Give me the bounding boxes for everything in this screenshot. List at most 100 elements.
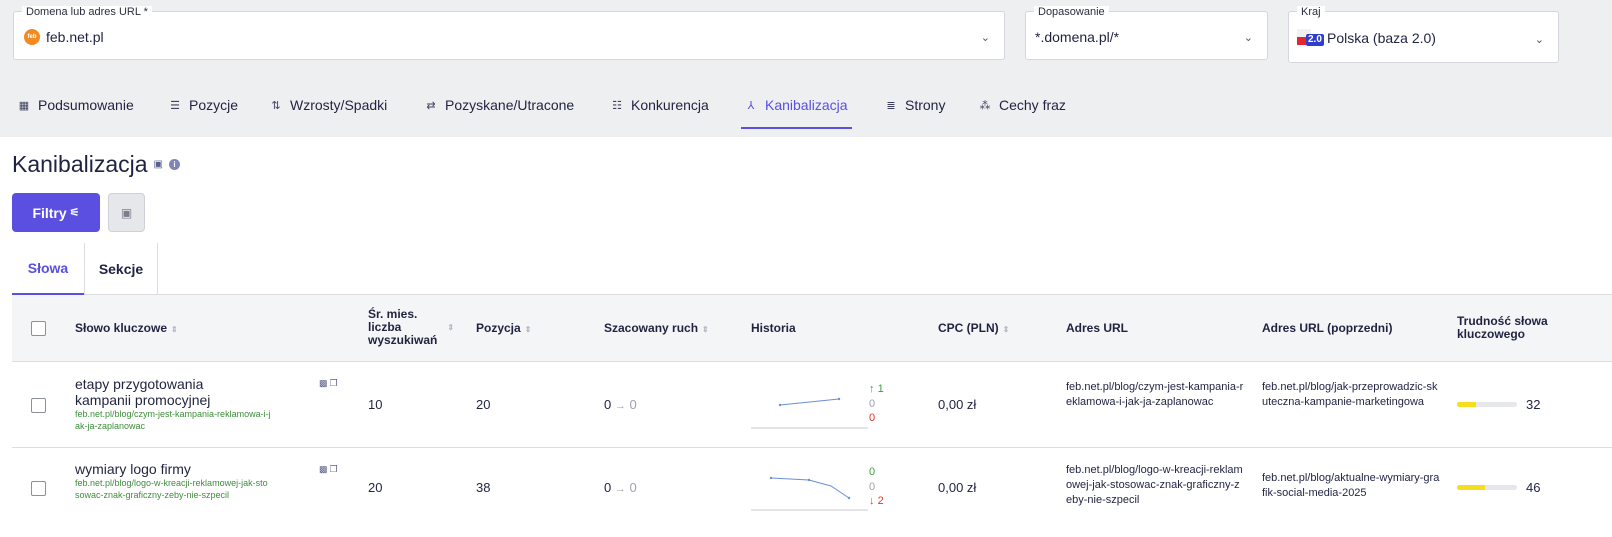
tab-label: Sekcje bbox=[98, 261, 144, 277]
url-link[interactable]: feb.net.pl/blog/czym-jest-kampania-rekla… bbox=[1066, 381, 1244, 408]
keyword-url-link[interactable]: feb.net.pl/blog/czym-jest-kampania-rekla… bbox=[75, 409, 271, 431]
tab-label: Słowa bbox=[27, 260, 69, 276]
prev-url-link[interactable]: feb.net.pl/blog/aktualne-wymiary-grafik-… bbox=[1262, 472, 1440, 499]
col-url: Adres URL bbox=[1066, 321, 1129, 335]
select-all-checkbox[interactable] bbox=[31, 321, 46, 336]
history-same-count: 0 bbox=[869, 481, 876, 493]
domain-value: feb.net.pl bbox=[46, 29, 104, 45]
serp-icon[interactable]: ▩ bbox=[319, 378, 330, 388]
col-keyword[interactable]: Słowo kluczowe ⇕ bbox=[75, 321, 178, 335]
db-version-badge: 2.0 bbox=[1306, 34, 1324, 46]
nav-podsumowanie[interactable]: ▦ Podsumowanie bbox=[18, 81, 134, 129]
nav-label: Strony bbox=[905, 97, 946, 113]
merge-icon: ⅄ bbox=[747, 99, 755, 112]
copy-icon[interactable]: ❐ bbox=[329, 464, 340, 474]
traffic-value: 0 → 0 bbox=[604, 480, 637, 495]
country-select[interactable]: Kraj 2.0 Polska (baza 2.0) ⌄ bbox=[1288, 6, 1559, 63]
filters-button[interactable]: Filtry ⚟ bbox=[12, 193, 100, 232]
info-icon[interactable]: i bbox=[168, 159, 180, 170]
nav-konkurencja[interactable]: ☷ Konkurencja bbox=[611, 81, 709, 129]
arrow-up-icon: ↑ bbox=[869, 383, 875, 395]
page-title: Kanibalizacja ▣ i bbox=[12, 151, 180, 178]
country-label: Kraj bbox=[1297, 6, 1325, 18]
filters-button-label: Filtry bbox=[32, 204, 67, 221]
page-title-text: Kanibalizacja bbox=[12, 151, 148, 177]
nav-cechy-fraz[interactable]: ⁂ Cechy fraz bbox=[979, 81, 1066, 129]
nav-label: Konkurencja bbox=[631, 97, 709, 113]
col-traffic[interactable]: Szacowany ruch ⇕ bbox=[604, 321, 709, 335]
volume-value: 20 bbox=[368, 480, 383, 495]
report-nav: ▦ Podsumowanie ☰ Pozycje ⇅ Wzrosty/Spadk… bbox=[0, 81, 1612, 137]
cpc-value: 0,00 zł bbox=[938, 480, 977, 495]
row-checkbox[interactable] bbox=[31, 481, 46, 496]
nav-strony[interactable]: ≣ Strony bbox=[885, 81, 945, 129]
save-icon: ▣ bbox=[120, 205, 133, 220]
nav-kanibalizacja[interactable]: ⅄ Kanibalizacja bbox=[741, 81, 852, 129]
col-history: Historia bbox=[751, 321, 796, 335]
col-cpc[interactable]: CPC (PLN) ⇕ bbox=[938, 321, 1010, 335]
arrow-right-icon: → bbox=[614, 400, 626, 412]
chevron-down-icon[interactable]: ⌄ bbox=[1534, 34, 1544, 46]
row-actions: ▩❐ bbox=[319, 378, 340, 389]
keyword-url-link[interactable]: feb.net.pl/blog/logo-w-kreacji-reklamowe… bbox=[75, 478, 268, 500]
sort-icon[interactable]: ⇕ bbox=[702, 325, 709, 334]
history-up-count: 0 bbox=[869, 466, 876, 478]
history-same-count: 0 bbox=[869, 398, 876, 410]
history-up-count: ↑ 1 bbox=[869, 383, 884, 395]
save-filter-button[interactable]: ▣ bbox=[108, 193, 145, 232]
sort-icon[interactable]: ⇕ bbox=[171, 325, 178, 334]
dashboard-icon: ▦ bbox=[18, 99, 30, 112]
chevron-down-icon[interactable]: ⌄ bbox=[1243, 32, 1253, 44]
swap-icon: ⇄ bbox=[426, 99, 436, 112]
domain-select[interactable]: Domena lub adres URL * feb feb.net.pl ⌄ bbox=[13, 6, 1005, 60]
sort-icon[interactable]: ⇕ bbox=[1002, 325, 1010, 334]
nav-pozycje[interactable]: ☰ Pozycje bbox=[169, 81, 238, 129]
row-actions: ▩❐ bbox=[319, 464, 340, 475]
difficulty-value: 32 bbox=[1526, 397, 1541, 412]
tab-sekcje[interactable]: Sekcje bbox=[84, 243, 158, 295]
sliders-icon: ⚟ bbox=[69, 207, 80, 219]
position-value: 38 bbox=[476, 480, 491, 495]
keyword-text[interactable]: etapy przygotowania kampanii promocyjnej bbox=[75, 376, 211, 408]
volume-value: 10 bbox=[368, 397, 383, 412]
serp-icon[interactable]: ▩ bbox=[319, 464, 330, 474]
history-sparkline bbox=[751, 476, 868, 511]
row-checkbox[interactable] bbox=[31, 398, 46, 413]
nav-label: Wzrosty/Spadki bbox=[290, 97, 388, 113]
nav-label: Cechy fraz bbox=[999, 97, 1066, 113]
cpc-value: 0,00 zł bbox=[938, 397, 977, 412]
arrow-right-icon: → bbox=[614, 483, 626, 495]
col-difficulty[interactable]: Trudność słowa kluczowego bbox=[1457, 314, 1548, 341]
chevron-down-icon[interactable]: ⌄ bbox=[980, 32, 990, 44]
nav-label: Pozyskane/Utracone bbox=[445, 97, 575, 113]
url-link[interactable]: feb.net.pl/blog/logo-w-kreacji-reklamowe… bbox=[1066, 464, 1243, 506]
nav-wzrosty-spadki[interactable]: ⇅ Wzrosty/Spadki bbox=[270, 81, 387, 129]
arrow-down-icon: ↓ bbox=[869, 495, 875, 507]
nav-label: Kanibalizacja bbox=[765, 97, 848, 113]
copy-icon[interactable]: ❐ bbox=[329, 378, 340, 388]
match-select[interactable]: Dopasowanie *.domena.pl/* ⌄ bbox=[1025, 6, 1268, 60]
position-value: 20 bbox=[476, 397, 491, 412]
sort-icon[interactable]: ⇕ bbox=[447, 323, 455, 332]
match-label: Dopasowanie bbox=[1034, 6, 1109, 18]
history-down-count: 0 bbox=[869, 412, 876, 424]
video-tutorial-icon[interactable]: ▣ bbox=[153, 159, 163, 170]
difficulty-bar bbox=[1457, 485, 1517, 490]
history-sparkline bbox=[751, 397, 868, 429]
col-position[interactable]: Pozycja ⇕ bbox=[476, 321, 532, 335]
tab-slowa[interactable]: Słowa bbox=[12, 243, 84, 295]
prev-url-link[interactable]: feb.net.pl/blog/jak-przeprowadzic-skutec… bbox=[1262, 381, 1438, 408]
nav-label: Podsumowanie bbox=[38, 97, 134, 113]
filter-bar: Domena lub adres URL * feb feb.net.pl ⌄ … bbox=[0, 0, 1612, 81]
traffic-value: 0 → 0 bbox=[604, 397, 637, 412]
match-value: *.domena.pl/* bbox=[1035, 29, 1120, 45]
col-prev-url: Adres URL (poprzedni) bbox=[1262, 321, 1393, 335]
subtabs: Słowa Sekcje bbox=[12, 243, 1612, 295]
sort-icon[interactable]: ⇕ bbox=[524, 325, 532, 334]
group-icon: ☷ bbox=[612, 99, 622, 112]
col-volume[interactable]: Śr. mies. liczba ⇕ wyszukiwań bbox=[368, 307, 455, 347]
history-down-count: ↓ 2 bbox=[869, 495, 884, 507]
nav-pozyskane-utracone[interactable]: ⇄ Pozyskane/Utracone bbox=[425, 81, 574, 129]
keyword-text[interactable]: wymiary logo firmy bbox=[75, 461, 191, 477]
table-header: Słowo kluczowe ⇕ Śr. mies. liczba ⇕ wyszuk… bbox=[12, 295, 1612, 362]
